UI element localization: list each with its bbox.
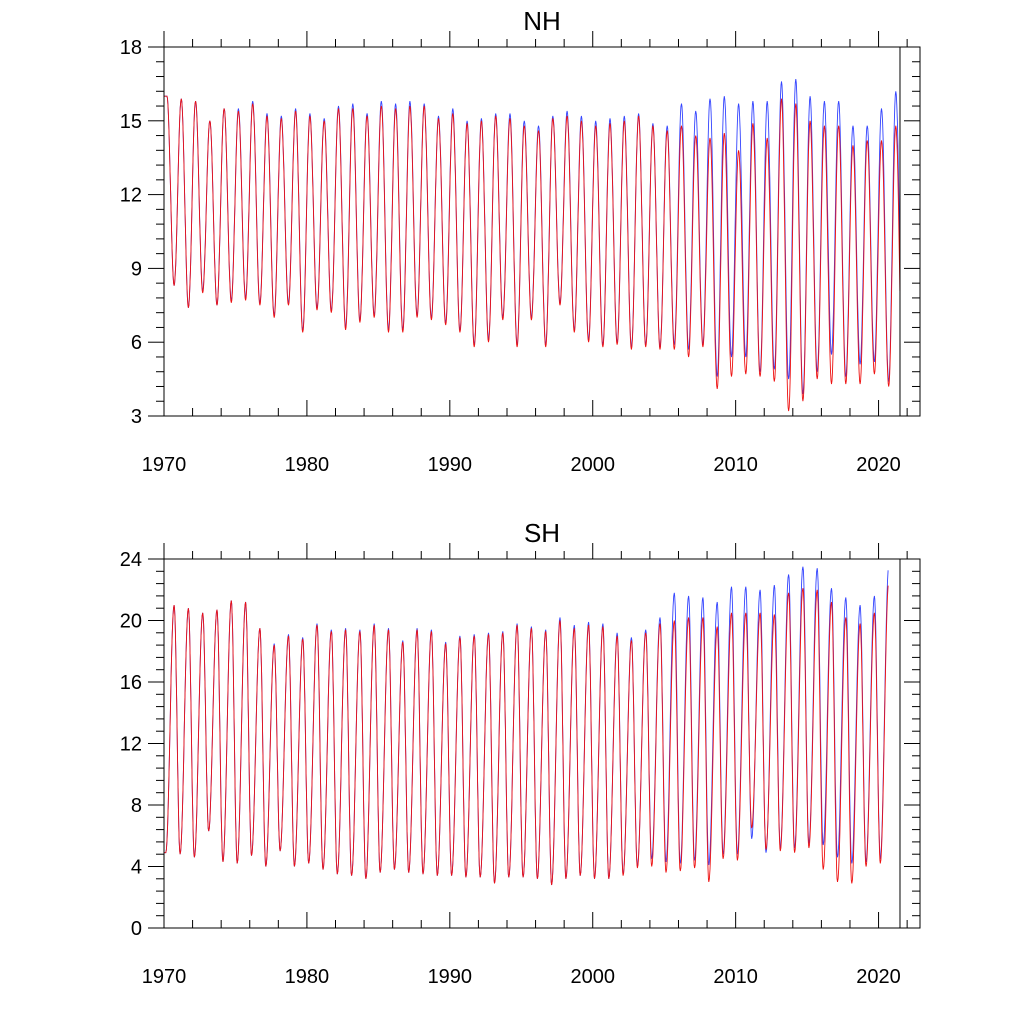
sh-x-tick-label: 2010 <box>713 966 758 988</box>
nh-plot-frame <box>163 46 921 417</box>
sh-chart-title: SH <box>524 518 560 548</box>
sh-x-tick-label: 1990 <box>428 966 473 988</box>
nh-y-tick-label: 18 <box>120 37 142 59</box>
sh-x-tick-label: 2020 <box>856 966 901 988</box>
nh-series-blue-line <box>164 78 901 394</box>
sh-y-tick-label: 20 <box>120 611 142 633</box>
nh-x-tick-label: 1980 <box>285 454 330 476</box>
sh-y-tick-label: 12 <box>120 734 142 756</box>
sh-series-red-line <box>164 585 889 886</box>
sh-y-tick-label: 24 <box>120 549 142 571</box>
sh-y-tick-label: 0 <box>131 918 142 940</box>
nh-y-tick-label: 9 <box>131 258 142 280</box>
nh-x-tick-label: 2000 <box>570 454 615 476</box>
nh-series-red-line <box>164 95 901 412</box>
sh-x-tick-label: 1980 <box>285 966 330 988</box>
sh-y-tick-label: 4 <box>131 857 142 879</box>
nh-y-tick-label: 3 <box>131 406 142 428</box>
nh-x-tick-label: 2020 <box>856 454 901 476</box>
sh-y-tick-label: 16 <box>120 672 142 694</box>
sh-x-tick-label: 2000 <box>570 966 615 988</box>
sh-panel: SH 0 4 8 12 16 20 24 1970 1980 1990 2000 2010 2020 <box>120 518 921 988</box>
nh-x-tick-label: 1990 <box>428 454 473 476</box>
nh-x-tick-label: 2010 <box>713 454 758 476</box>
nh-y-tick-label: 12 <box>120 185 142 207</box>
nh-y-tick-label: 6 <box>131 332 142 354</box>
nh-y-tick-label: 15 <box>120 111 142 133</box>
nh-chart-title: NH <box>523 6 561 36</box>
sh-x-tick-label: 1970 <box>142 966 187 988</box>
nh-x-tick-label: 1970 <box>142 454 187 476</box>
sh-y-tick-label: 8 <box>131 795 142 817</box>
nh-panel: NH 3 6 9 12 15 18 1970 1980 1990 2000 2010 2020 <box>120 6 921 476</box>
